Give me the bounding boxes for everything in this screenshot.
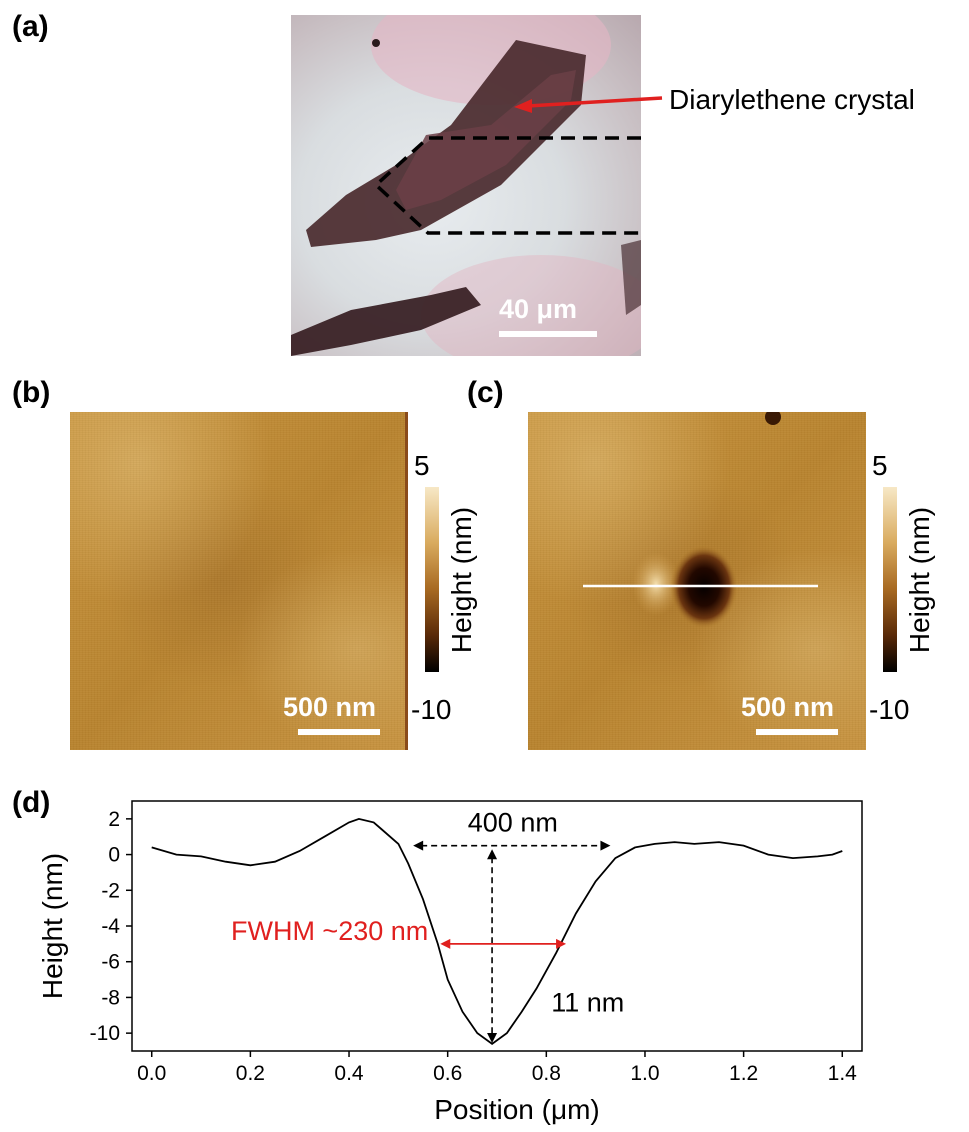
fwhm-arrow-head-left <box>440 938 451 949</box>
scale-label-c: 500 nm <box>741 692 835 722</box>
y-tick-label: -6 <box>101 951 120 974</box>
scale-bar-b <box>298 729 380 735</box>
width-annotation: 400 nm <box>468 808 558 838</box>
crystal-arrow <box>514 96 663 113</box>
width-arrow-head-right <box>600 840 611 851</box>
x-tick-label: 0.0 <box>137 1062 166 1085</box>
x-tick-label: 1.0 <box>630 1062 659 1085</box>
y-tick-label: 2 <box>108 808 120 831</box>
y-tick-label: 0 <box>108 844 120 867</box>
x-tick-label: 0.8 <box>532 1062 561 1085</box>
scale-label-b: 500 nm <box>283 692 377 722</box>
panel-label-a: (a) <box>12 10 49 43</box>
scale-label-a: 40 μm <box>499 294 578 324</box>
y-axis-label: Height (nm) <box>37 853 68 999</box>
depth-arrow-head-top <box>487 849 498 860</box>
colorbar-c-min: -10 <box>869 694 910 725</box>
colorbar-b <box>425 487 439 672</box>
x-axis-label: Position (μm) <box>434 1094 600 1125</box>
x-tick-label: 1.2 <box>729 1062 758 1085</box>
afm-c-features <box>583 412 818 629</box>
y-tick-label: -2 <box>101 879 120 902</box>
dashed-region-outline <box>373 136 641 235</box>
y-tick-label: -10 <box>90 1022 120 1045</box>
optical-micrograph: 40 μm <box>291 15 641 356</box>
crystal-lower <box>291 287 481 356</box>
x-tick-label: 0.6 <box>433 1062 462 1085</box>
y-tick-label: -4 <box>101 915 120 938</box>
micrograph-drawing <box>291 15 641 356</box>
depth-arrow-head-bottom <box>487 1032 498 1043</box>
colorbar-c <box>883 487 897 672</box>
afm-image-c: 500 nm <box>528 412 866 750</box>
scale-bar-c <box>756 729 838 735</box>
colorbar-b-max: 5 <box>414 450 430 481</box>
fwhm-arrow-head-right <box>556 938 567 949</box>
x-tick-label: 0.2 <box>236 1062 265 1085</box>
panel-label-b: (b) <box>12 376 51 409</box>
depth-annotation: 11 nm <box>551 988 624 1018</box>
x-tick-label: 1.4 <box>828 1062 858 1085</box>
width-arrow-head-left <box>413 840 424 851</box>
x-tick-label: 0.4 <box>334 1062 364 1085</box>
colorbar-b-min: -10 <box>411 694 452 725</box>
series-line <box>151 817 843 1046</box>
height-profile-chart: 0.0 0.2 0.4 0.6 0.8 1.0 1.2 1.4 2 0 -2 -4 -6 -8 -10 Pos… <box>37 800 863 1125</box>
crystal-annotation: Diarylethene crystal <box>669 84 915 115</box>
panel-label-c: (c) <box>467 376 504 409</box>
colorbar-b-label: Height (nm) <box>446 506 477 654</box>
colorbar-c-max: 5 <box>872 450 888 481</box>
fwhm-annotation: FWHM ~230 nm <box>231 916 428 946</box>
panel-label-d: (d) <box>12 786 51 819</box>
colorbar-c-label: Height (nm) <box>904 506 935 654</box>
afm-image-b: 500 nm <box>70 412 408 750</box>
scale-bar-a <box>499 331 597 337</box>
y-tick-label: -8 <box>101 986 120 1009</box>
